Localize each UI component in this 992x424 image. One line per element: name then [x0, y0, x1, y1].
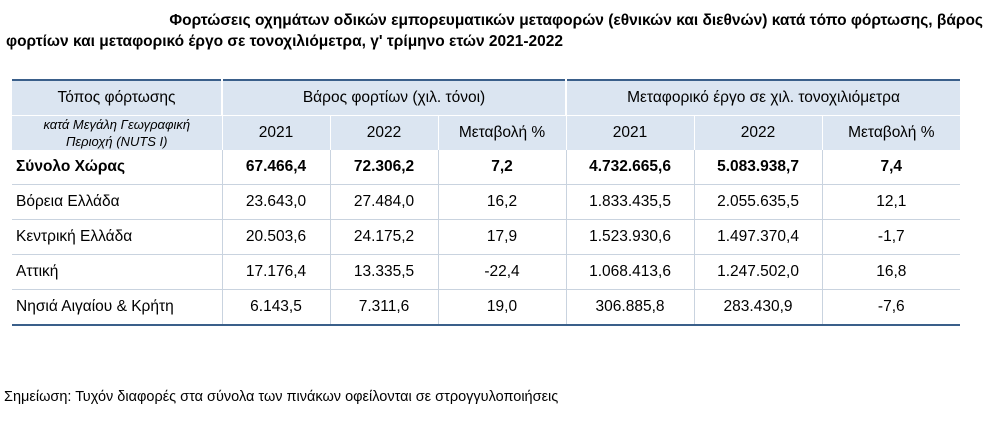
- cell-weight-2021: 6.143,5: [222, 289, 331, 326]
- header-row-1: Τόπος φόρτωσης Βάρος φορτίων (χιλ. τόνοι…: [12, 79, 961, 116]
- cell-work-2021: 1.068.413,6: [566, 254, 695, 290]
- cell-weight-2021: 20.503,6: [222, 219, 331, 255]
- cell-weight-2022: 7.311,6: [330, 289, 439, 326]
- header-weight-2022: 2022: [330, 115, 439, 150]
- cell-weight-change: 16,2: [438, 184, 567, 220]
- region-note-line-1: κατά Μεγάλη Γεωγραφική: [43, 117, 191, 132]
- header-work-group: Μεταφορικό έργο σε χιλ. τονοχιλιόμετρα: [566, 79, 961, 116]
- row-name: Νησιά Αιγαίου & Κρήτη: [12, 289, 223, 326]
- header-work-2022: 2022: [694, 115, 823, 150]
- cell-weight-change: 19,0: [438, 289, 567, 326]
- row-name: Βόρεια Ελλάδα: [12, 184, 223, 220]
- header-region-note: κατά Μεγάλη Γεωγραφική Περιοχή (NUTS I): [12, 115, 223, 150]
- cell-work-2022: 5.083.938,7: [694, 150, 823, 185]
- title-line-1: Φορτώσεις οχημάτων οδικών εμπορευματικών…: [169, 12, 983, 29]
- cell-work-2021: 4.732.665,6: [566, 150, 695, 185]
- cell-weight-2022: 13.335,5: [330, 254, 439, 290]
- header-work-change: Μεταβολή %: [822, 115, 961, 150]
- table-row: Βόρεια Ελλάδα 23.643,0 27.484,0 16,2 1.8…: [12, 184, 961, 220]
- cell-weight-2021: 23.643,0: [222, 184, 331, 220]
- row-name: Σύνολο Χώρας: [12, 150, 223, 185]
- statistics-table: Τόπος φόρτωσης Βάρος φορτίων (χιλ. τόνοι…: [12, 79, 961, 326]
- header-place: Τόπος φόρτωσης: [12, 79, 223, 116]
- cell-weight-2022: 27.484,0: [330, 184, 439, 220]
- cell-work-change: -1,7: [822, 219, 961, 255]
- cell-weight-change: 17,9: [438, 219, 567, 255]
- cell-work-2022: 1.247.502,0: [694, 254, 823, 290]
- cell-weight-change: 7,2: [438, 150, 567, 185]
- cell-weight-2022: 24.175,2: [330, 219, 439, 255]
- cell-work-change: 7,4: [822, 150, 961, 185]
- title-line-2: φορτίων και μεταφορικό έργο σε τονοχιλιό…: [6, 33, 564, 50]
- header-weight-2021: 2021: [222, 115, 331, 150]
- cell-work-2021: 1.833.435,5: [566, 184, 695, 220]
- header-weight-change: Μεταβολή %: [438, 115, 567, 150]
- table-row: Αττική 17.176,4 13.335,5 -22,4 1.068.413…: [12, 254, 961, 290]
- header-work-2021: 2021: [566, 115, 695, 150]
- cell-weight-2021: 67.466,4: [222, 150, 331, 185]
- cell-weight-2022: 72.306,2: [330, 150, 439, 185]
- table-row: Νησιά Αιγαίου & Κρήτη 6.143,5 7.311,6 19…: [12, 289, 961, 326]
- cell-work-change: 12,1: [822, 184, 961, 220]
- row-name: Κεντρική Ελλάδα: [12, 219, 223, 255]
- cell-work-change: 16,8: [822, 254, 961, 290]
- cell-work-2022: 283.430,9: [694, 289, 823, 326]
- table-row: Κεντρική Ελλάδα 20.503,6 24.175,2 17,9 1…: [12, 219, 961, 255]
- cell-work-2022: 1.497.370,4: [694, 219, 823, 255]
- row-name: Αττική: [12, 254, 223, 290]
- cell-work-2022: 2.055.635,5: [694, 184, 823, 220]
- document-title: Φορτώσεις οχημάτων οδικών εμπορευματικών…: [0, 10, 985, 52]
- cell-weight-2021: 17.176,4: [222, 254, 331, 290]
- cell-work-2021: 306.885,8: [566, 289, 695, 326]
- cell-work-change: -7,6: [822, 289, 961, 326]
- region-note-line-2: Περιοχή (NUTS I): [65, 134, 168, 149]
- header-row-2: κατά Μεγάλη Γεωγραφική Περιοχή (NUTS I) …: [12, 115, 961, 150]
- table-row: Σύνολο Χώρας 67.466,4 72.306,2 7,2 4.732…: [12, 150, 961, 185]
- header-weight-group: Βάρος φορτίων (χιλ. τόνοι): [222, 79, 568, 116]
- footnote: Σημείωση: Τυχόν διαφορές στα σύνολα των …: [4, 389, 559, 405]
- cell-weight-change: -22,4: [438, 254, 567, 290]
- cell-work-2021: 1.523.930,6: [566, 219, 695, 255]
